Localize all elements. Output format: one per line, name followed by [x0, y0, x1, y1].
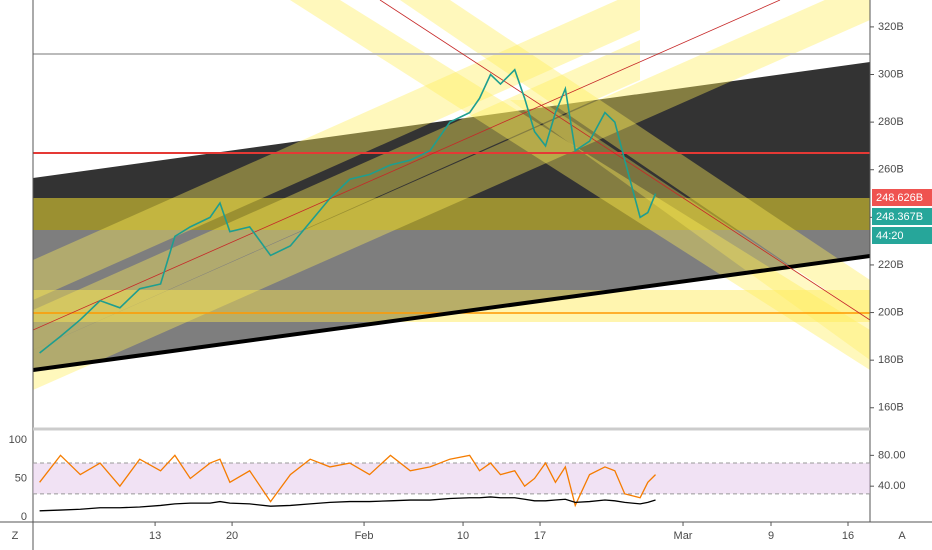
tag-text: 248.626B — [876, 192, 923, 204]
y-tick-label: 300B — [878, 68, 904, 80]
price-tag: 248.367B — [872, 208, 932, 225]
y-tick-label: 260B — [878, 164, 904, 176]
yellow-band — [33, 198, 870, 230]
x-tick-label: 16 — [842, 530, 854, 542]
price-tag: 248.626B — [872, 189, 932, 206]
y-tick-label: 220B — [878, 259, 904, 271]
channel — [33, 40, 640, 350]
y-tick-label: 180B — [878, 354, 904, 366]
y-tick-label: 280B — [878, 116, 904, 128]
trend-line — [33, 0, 781, 331]
yellow-band — [33, 290, 870, 322]
price-line — [39, 68, 657, 354]
tag-text: 248.367B — [876, 211, 923, 223]
x-tick-label: 10 — [457, 530, 469, 542]
x-tick-label: 9 — [768, 530, 774, 542]
trend-line — [33, 254, 870, 372]
band-fill — [33, 463, 870, 494]
osc-y2-label: 40.00 — [878, 480, 906, 492]
y-tick-label: 160B — [878, 402, 904, 414]
osc-tick-label: 50 — [15, 472, 27, 484]
button[interactable]: A — [898, 530, 906, 542]
channel — [510, 100, 870, 360]
button[interactable]: Z — [12, 530, 19, 542]
osc-line — [39, 496, 656, 512]
x-tick-label: 17 — [534, 530, 546, 542]
y-tick-label: 320B — [878, 21, 904, 33]
tag-bg — [872, 227, 932, 244]
osc-y2-label: 80.00 — [878, 449, 906, 461]
price-tag: 44:20 — [872, 227, 932, 244]
osc-tick-label: 100 — [9, 434, 27, 446]
x-tick-label: Mar — [674, 530, 693, 542]
osc-line — [39, 454, 656, 508]
channel — [33, 0, 640, 300]
tag-bg — [872, 189, 932, 206]
channel — [33, 0, 870, 390]
x-tick-label: 13 — [149, 530, 161, 542]
drawings — [33, 0, 870, 390]
y-tick-label: 200B — [878, 306, 904, 318]
osc-tick-label: 0 — [21, 511, 27, 523]
x-tick-label: 20 — [226, 530, 238, 542]
tag-text: 44:20 — [876, 230, 904, 242]
gray-zone — [33, 230, 870, 370]
tag-bg — [872, 208, 932, 225]
x-tick-label: Feb — [355, 530, 374, 542]
